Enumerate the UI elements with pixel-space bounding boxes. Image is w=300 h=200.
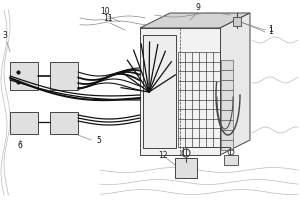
Text: 1: 1 — [268, 27, 273, 36]
Bar — [221, 110, 233, 120]
Bar — [233, 17, 241, 26]
Text: 9: 9 — [196, 3, 201, 12]
Bar — [221, 140, 233, 150]
Bar — [224, 155, 238, 165]
Bar — [221, 130, 233, 140]
Bar — [221, 80, 233, 90]
Text: 10: 10 — [100, 7, 110, 16]
Bar — [140, 28, 220, 155]
Bar — [175, 158, 197, 178]
Text: 6: 6 — [18, 141, 23, 150]
Bar — [221, 90, 233, 100]
Bar — [10, 62, 38, 90]
Polygon shape — [220, 13, 250, 155]
Text: 12: 12 — [158, 150, 167, 160]
Bar — [143, 35, 176, 148]
Text: 1: 1 — [268, 25, 273, 34]
Bar — [221, 100, 233, 110]
Bar — [50, 112, 78, 134]
Bar — [221, 120, 233, 130]
Text: 5: 5 — [96, 136, 101, 145]
Text: 11: 11 — [103, 14, 112, 23]
Bar — [221, 60, 233, 70]
Bar — [221, 70, 233, 80]
Text: 3: 3 — [2, 31, 7, 40]
Bar — [10, 112, 38, 134]
Bar — [50, 62, 78, 90]
Polygon shape — [140, 13, 250, 28]
